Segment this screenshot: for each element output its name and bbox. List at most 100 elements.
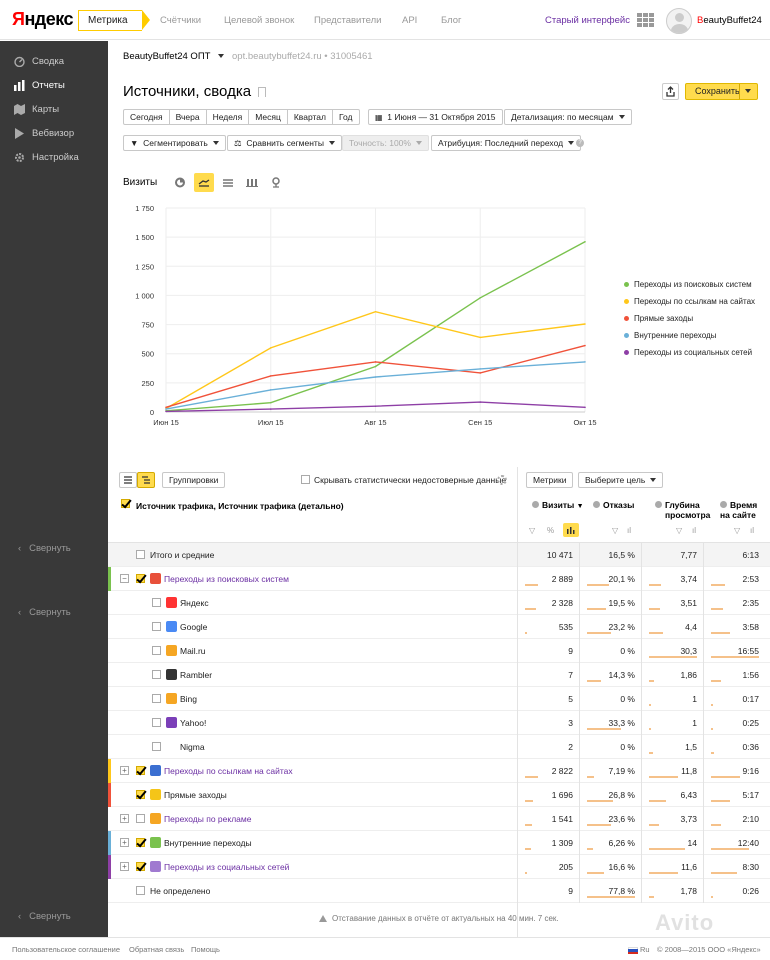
- row-checkbox[interactable]: [152, 742, 161, 751]
- row-checkbox[interactable]: [152, 646, 161, 655]
- table-row[interactable]: Прямые заходы 1 696 26,8 % 6,43 5:17: [108, 783, 770, 807]
- filter-icon[interactable]: ▽: [612, 526, 619, 535]
- hide-unreliable-checkbox[interactable]: [301, 475, 310, 484]
- collapse-row-button[interactable]: −: [120, 574, 129, 583]
- filter-icon[interactable]: ▽: [529, 526, 536, 535]
- russia-flag-icon[interactable]: [628, 947, 638, 954]
- gear-icon[interactable]: [497, 475, 507, 485]
- table-row[interactable]: Не определено 9 77,8 % 1,78 0:26: [108, 879, 770, 903]
- row-checkbox[interactable]: [136, 550, 145, 559]
- period-yesterday[interactable]: Вчера: [170, 110, 207, 124]
- legend-item[interactable]: Внутренние переходы: [624, 331, 716, 340]
- table-row[interactable]: Nigma 2 0 % 1,5 0:36: [108, 735, 770, 759]
- row-checkbox[interactable]: [152, 694, 161, 703]
- row-label[interactable]: Переходы из поисковых систем: [164, 574, 289, 584]
- table-row[interactable]: Google 535 23,2 % 4,4 3:58: [108, 615, 770, 639]
- expand-row-button[interactable]: +: [120, 838, 129, 847]
- mini-bars-icon[interactable]: ıl: [750, 526, 754, 535]
- expand-row-button[interactable]: +: [120, 814, 129, 823]
- period-today[interactable]: Сегодня: [124, 110, 170, 124]
- filter-icon[interactable]: ▽: [676, 526, 683, 535]
- legend-item[interactable]: Переходы по ссылкам на сайтах: [624, 297, 755, 306]
- accuracy-dropdown[interactable]: Точность: 100%: [342, 135, 429, 151]
- row-checkbox[interactable]: [152, 598, 161, 607]
- footer-link-agreement[interactable]: Пользовательское соглашение: [12, 945, 121, 954]
- select-all-checkbox[interactable]: [121, 499, 130, 508]
- counter-selector[interactable]: BeautyBuffet24 ОПТ opt.beautybuffet24.ru…: [123, 51, 373, 62]
- services-grid-icon[interactable]: [637, 13, 654, 27]
- collapse-sidebar-button[interactable]: ‹ Свернуть: [18, 911, 71, 922]
- percent-icon[interactable]: %: [547, 526, 555, 535]
- period-year[interactable]: Год: [338, 112, 353, 122]
- table-row[interactable]: + Переходы по рекламе 1 541 23,6 % 3,73 2:10: [108, 807, 770, 831]
- legend-item[interactable]: Переходы из социальных сетей: [624, 348, 752, 357]
- flat-view-toggle[interactable]: [137, 472, 155, 488]
- save-button[interactable]: Сохранить: [685, 83, 758, 100]
- row-checkbox[interactable]: [136, 838, 145, 847]
- table-row[interactable]: Yahoo! 3 33,3 % 1 0:25: [108, 711, 770, 735]
- date-range-picker[interactable]: ▦ 1 Июня — 31 Октября 2015: [368, 109, 503, 125]
- footer-link-feedback[interactable]: Обратная связь: [129, 945, 185, 954]
- detail-dropdown[interactable]: Детализация: по месяцам: [504, 109, 632, 125]
- period-quarter[interactable]: Квартал: [288, 110, 333, 124]
- table-row[interactable]: − Переходы из поисковых систем 2 889 20,1 %…: [108, 567, 770, 591]
- nav-api[interactable]: API: [402, 15, 418, 26]
- line-chart-button[interactable]: [194, 173, 214, 192]
- source-column-header[interactable]: Источник трафика, Источник трафика (дета…: [136, 501, 344, 511]
- attribution-dropdown[interactable]: Атрибуция: Последний переход: [431, 135, 582, 151]
- help-icon[interactable]: [720, 501, 727, 508]
- bar-chart-button[interactable]: [242, 173, 262, 192]
- product-metrika-tab[interactable]: Метрика: [78, 10, 150, 31]
- row-checkbox[interactable]: [152, 622, 161, 631]
- sidebar-item-maps[interactable]: Карты: [14, 102, 59, 116]
- filter-icon[interactable]: ▽: [734, 526, 741, 535]
- period-week[interactable]: Неделя: [207, 110, 250, 124]
- col-depth-header[interactable]: Глубина просмотра: [655, 500, 710, 520]
- table-row[interactable]: + Переходы из социальных сетей 205 16,6 % 11…: [108, 855, 770, 879]
- tree-view-toggle[interactable]: [119, 472, 137, 488]
- nav-representatives[interactable]: Представители: [314, 15, 382, 26]
- bookmark-icon[interactable]: [258, 87, 266, 97]
- table-row[interactable]: Mail.ru 9 0 % 30,3 16:55: [108, 639, 770, 663]
- yandex-logo[interactable]: Яндекс: [12, 9, 74, 29]
- table-row[interactable]: Rambler 7 14,3 % 1,86 1:56: [108, 663, 770, 687]
- row-checkbox[interactable]: [136, 574, 145, 583]
- language-switcher[interactable]: Ru: [640, 945, 650, 954]
- collapse-sidebar-button[interactable]: ‹ Свернуть: [18, 543, 71, 554]
- goal-dropdown[interactable]: Выберите цель: [578, 472, 664, 488]
- export-button[interactable]: [662, 83, 679, 100]
- period-month[interactable]: Месяц: [249, 110, 288, 124]
- pie-chart-button[interactable]: [170, 173, 190, 192]
- mini-bars-icon[interactable]: ıl: [692, 526, 696, 535]
- column-chart-toggle[interactable]: [563, 523, 579, 537]
- collapse-sidebar-button[interactable]: ‹ Свернуть: [18, 607, 71, 618]
- avatar[interactable]: [666, 8, 692, 34]
- help-icon[interactable]: [532, 501, 539, 508]
- row-checkbox[interactable]: [136, 814, 145, 823]
- col-visits-header[interactable]: Визиты ▼: [532, 500, 584, 512]
- row-label[interactable]: Переходы по ссылкам на сайтах: [164, 766, 293, 776]
- footer-link-help[interactable]: Помощь: [191, 945, 220, 954]
- groupings-button[interactable]: Группировки: [162, 472, 226, 488]
- user-name[interactable]: BeautyBuffet24: [697, 15, 762, 26]
- mini-bars-icon[interactable]: ıl: [627, 526, 631, 535]
- row-checkbox[interactable]: [136, 862, 145, 871]
- row-label[interactable]: Переходы по рекламе: [164, 814, 252, 824]
- row-checkbox[interactable]: [136, 766, 145, 775]
- table-row[interactable]: + Внутренние переходы 1 309 6,26 % 14 12:40: [108, 831, 770, 855]
- table-row[interactable]: + Переходы по ссылкам на сайтах 2 822 7,19 …: [108, 759, 770, 783]
- old-interface-link[interactable]: Старый интерфейс: [545, 15, 630, 26]
- table-row[interactable]: Яндекс 2 328 19,5 % 3,51 2:35: [108, 591, 770, 615]
- help-icon[interactable]: [593, 501, 600, 508]
- legend-item[interactable]: Прямые заходы: [624, 314, 693, 323]
- help-icon[interactable]: [655, 501, 662, 508]
- chevron-down-icon[interactable]: [745, 89, 751, 93]
- segment-button[interactable]: ▼ Сегментировать: [123, 135, 226, 151]
- table-row[interactable]: Bing 5 0 % 1 0:17: [108, 687, 770, 711]
- nav-blog[interactable]: Блог: [441, 15, 462, 26]
- row-checkbox[interactable]: [152, 670, 161, 679]
- nav-call-tracking[interactable]: Целевой звонок: [224, 15, 295, 26]
- area-chart-button[interactable]: [218, 173, 238, 192]
- total-row[interactable]: Итого и средние 10 471 16,5 % 7,77 6:13: [108, 543, 770, 567]
- expand-row-button[interactable]: +: [120, 862, 129, 871]
